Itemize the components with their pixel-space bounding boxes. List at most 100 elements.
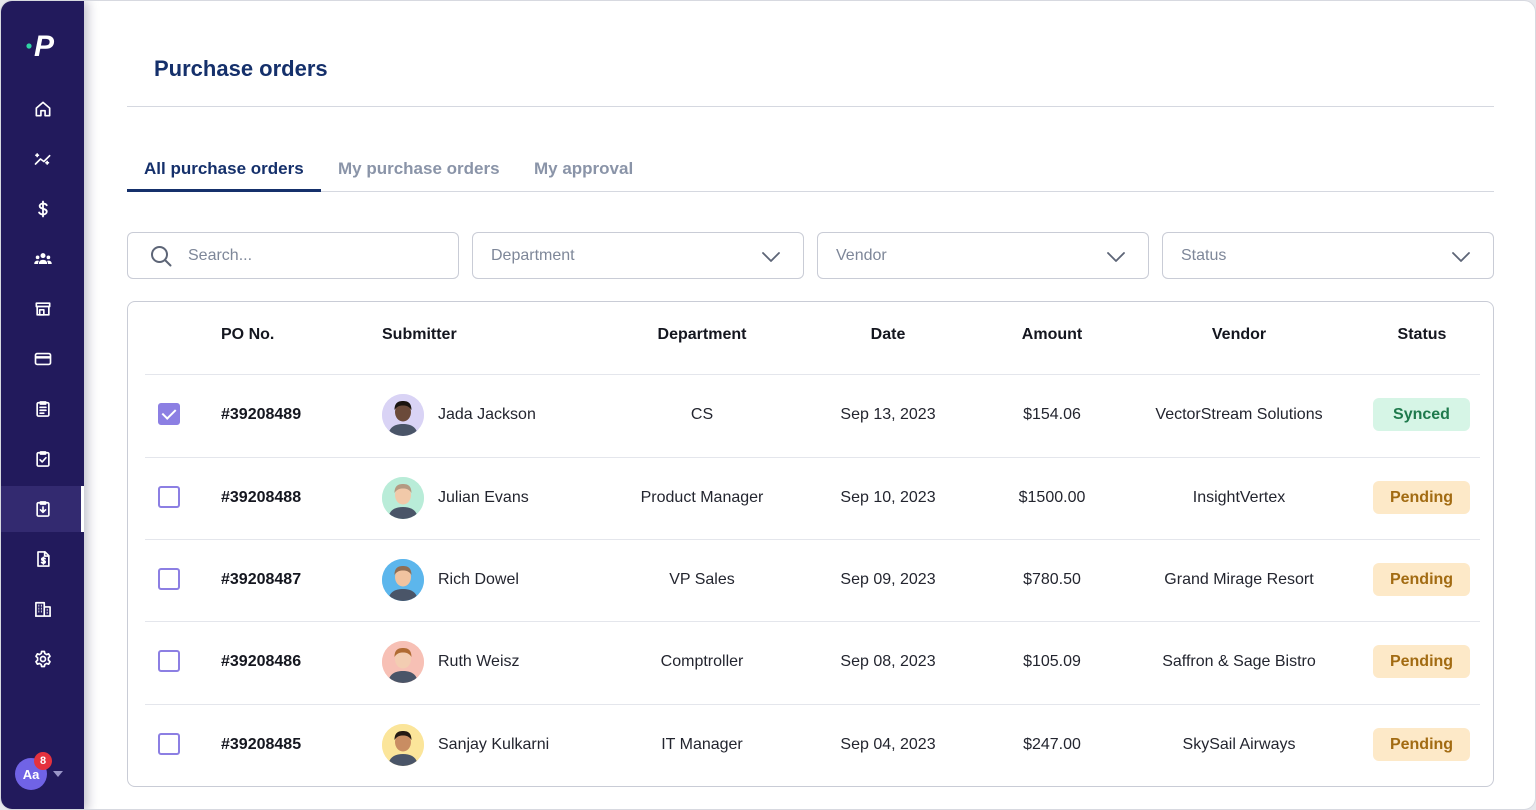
purchase-orders-table <box>127 301 1494 787</box>
po-number[interactable]: #39208487 <box>221 571 302 588</box>
row-checkbox[interactable] <box>158 733 180 755</box>
department-dropdown[interactable]: Department <box>472 232 804 279</box>
sidebar-item-requests[interactable] <box>1 386 84 432</box>
submitter-avatar <box>382 559 424 601</box>
tab-my-purchase-orders[interactable]: My purchase orders <box>338 159 500 178</box>
tabs-divider <box>127 191 1494 192</box>
home-icon <box>35 101 51 117</box>
row-divider <box>145 457 1480 458</box>
analytics-icon <box>34 153 51 165</box>
tab-all-purchase-orders[interactable]: All purchase orders <box>144 159 304 178</box>
search-box[interactable]: Search... <box>127 232 459 279</box>
amount-cell: $780.50 <box>1023 571 1081 588</box>
amount-cell: $247.00 <box>1023 736 1081 753</box>
date-cell: Sep 10, 2023 <box>840 489 936 506</box>
header-vendor[interactable]: Vendor <box>1211 326 1267 343</box>
title-divider <box>127 106 1494 107</box>
po-number[interactable]: #39208489 <box>221 406 302 423</box>
clipboard-check-icon <box>35 451 50 467</box>
sidebar-item-home[interactable] <box>1 86 84 132</box>
building-icon <box>34 601 51 617</box>
tab-my-approval[interactable]: My approval <box>534 159 634 178</box>
sidebar-item-approvals[interactable] <box>1 436 84 482</box>
sidebar-item-companies[interactable] <box>1 586 84 632</box>
sidebar-item-cards[interactable] <box>1 336 84 382</box>
status-dropdown[interactable]: Status <box>1162 232 1494 279</box>
submitter-name: Rich Dowel <box>438 571 519 588</box>
department-cell: CS <box>690 406 714 423</box>
status-badge: Synced <box>1373 398 1470 431</box>
sidebar-item-team[interactable] <box>1 236 84 282</box>
submitter-name: Ruth Weisz <box>438 653 520 670</box>
invoice-icon <box>36 551 50 567</box>
department-placeholder: Department <box>491 246 575 264</box>
department-cell: VP Sales <box>669 571 735 588</box>
app-logo[interactable]: P <box>25 29 65 63</box>
header-date[interactable]: Date <box>870 326 906 343</box>
vendor-cell: Saffron & Sage Bistro <box>1162 653 1316 670</box>
header-submitter[interactable]: Submitter <box>382 326 457 343</box>
clipboard-list-icon <box>35 401 50 417</box>
user-initials: Aa <box>22 766 40 782</box>
row-divider <box>145 374 1480 375</box>
status-placeholder: Status <box>1181 246 1227 264</box>
submitter-avatar <box>382 724 424 766</box>
department-cell: Comptroller <box>660 653 744 670</box>
status-badge: Pending <box>1373 563 1470 596</box>
department-cell: IT Manager <box>661 736 743 753</box>
amount-cell: $1500.00 <box>1018 489 1086 506</box>
submitter-name: Julian Evans <box>438 489 529 506</box>
submitter-avatar <box>382 477 424 519</box>
department-cell: Product Manager <box>640 489 764 506</box>
status-badge: Pending <box>1373 728 1470 761</box>
vendor-cell: VectorStream Solutions <box>1155 406 1323 423</box>
sidebar-item-invoices[interactable] <box>1 536 84 582</box>
po-number[interactable]: #39208485 <box>221 736 302 753</box>
po-number[interactable]: #39208488 <box>221 489 302 506</box>
active-tab-indicator <box>127 189 321 192</box>
row-checkbox[interactable] <box>158 568 180 590</box>
row-checkbox[interactable] <box>158 486 180 508</box>
chevron-down-icon <box>1107 252 1125 262</box>
team-icon <box>33 253 52 264</box>
row-divider <box>145 704 1480 705</box>
submitter-name: Sanjay Kulkarni <box>438 736 550 753</box>
sidebar-item-purchase-orders[interactable] <box>1 486 84 532</box>
sidebar-item-finance[interactable] <box>1 186 84 232</box>
header-po-number[interactable]: PO No. <box>221 326 275 343</box>
sidebar-item-analytics[interactable] <box>1 136 84 182</box>
header-department[interactable]: Department <box>657 326 747 343</box>
search-icon <box>151 245 172 266</box>
store-icon <box>35 302 51 316</box>
amount-cell: $105.09 <box>1023 653 1081 670</box>
amount-cell: $154.06 <box>1023 406 1081 423</box>
header-amount[interactable]: Amount <box>1021 326 1083 343</box>
search-placeholder: Search... <box>188 246 253 264</box>
logo-letter: P <box>34 30 55 63</box>
notification-badge: 8 <box>34 752 52 770</box>
status-badge: Pending <box>1373 481 1470 514</box>
row-checkbox[interactable] <box>158 403 180 425</box>
row-checkbox[interactable] <box>158 650 180 672</box>
submitter-name: Jada Jackson <box>438 406 536 423</box>
po-number[interactable]: #39208486 <box>221 653 302 670</box>
date-cell: Sep 08, 2023 <box>840 653 936 670</box>
date-cell: Sep 09, 2023 <box>840 571 936 588</box>
caret-down-icon[interactable] <box>53 771 63 777</box>
sidebar-item-settings[interactable] <box>1 636 84 682</box>
date-cell: Sep 13, 2023 <box>840 406 936 423</box>
credit-card-icon <box>34 352 51 366</box>
gear-icon <box>34 650 51 668</box>
row-divider <box>145 539 1480 540</box>
vendor-cell: InsightVertex <box>1192 489 1286 506</box>
date-cell: Sep 04, 2023 <box>840 736 936 753</box>
vendor-dropdown[interactable]: Vendor <box>817 232 1149 279</box>
vendor-placeholder: Vendor <box>836 246 887 264</box>
row-divider <box>145 621 1480 622</box>
header-status[interactable]: Status <box>1397 326 1447 343</box>
sidebar-item-store[interactable] <box>1 286 84 332</box>
submitter-avatar <box>382 641 424 683</box>
vendor-cell: Grand Mirage Resort <box>1164 571 1314 588</box>
sidebar: P <box>1 1 84 809</box>
